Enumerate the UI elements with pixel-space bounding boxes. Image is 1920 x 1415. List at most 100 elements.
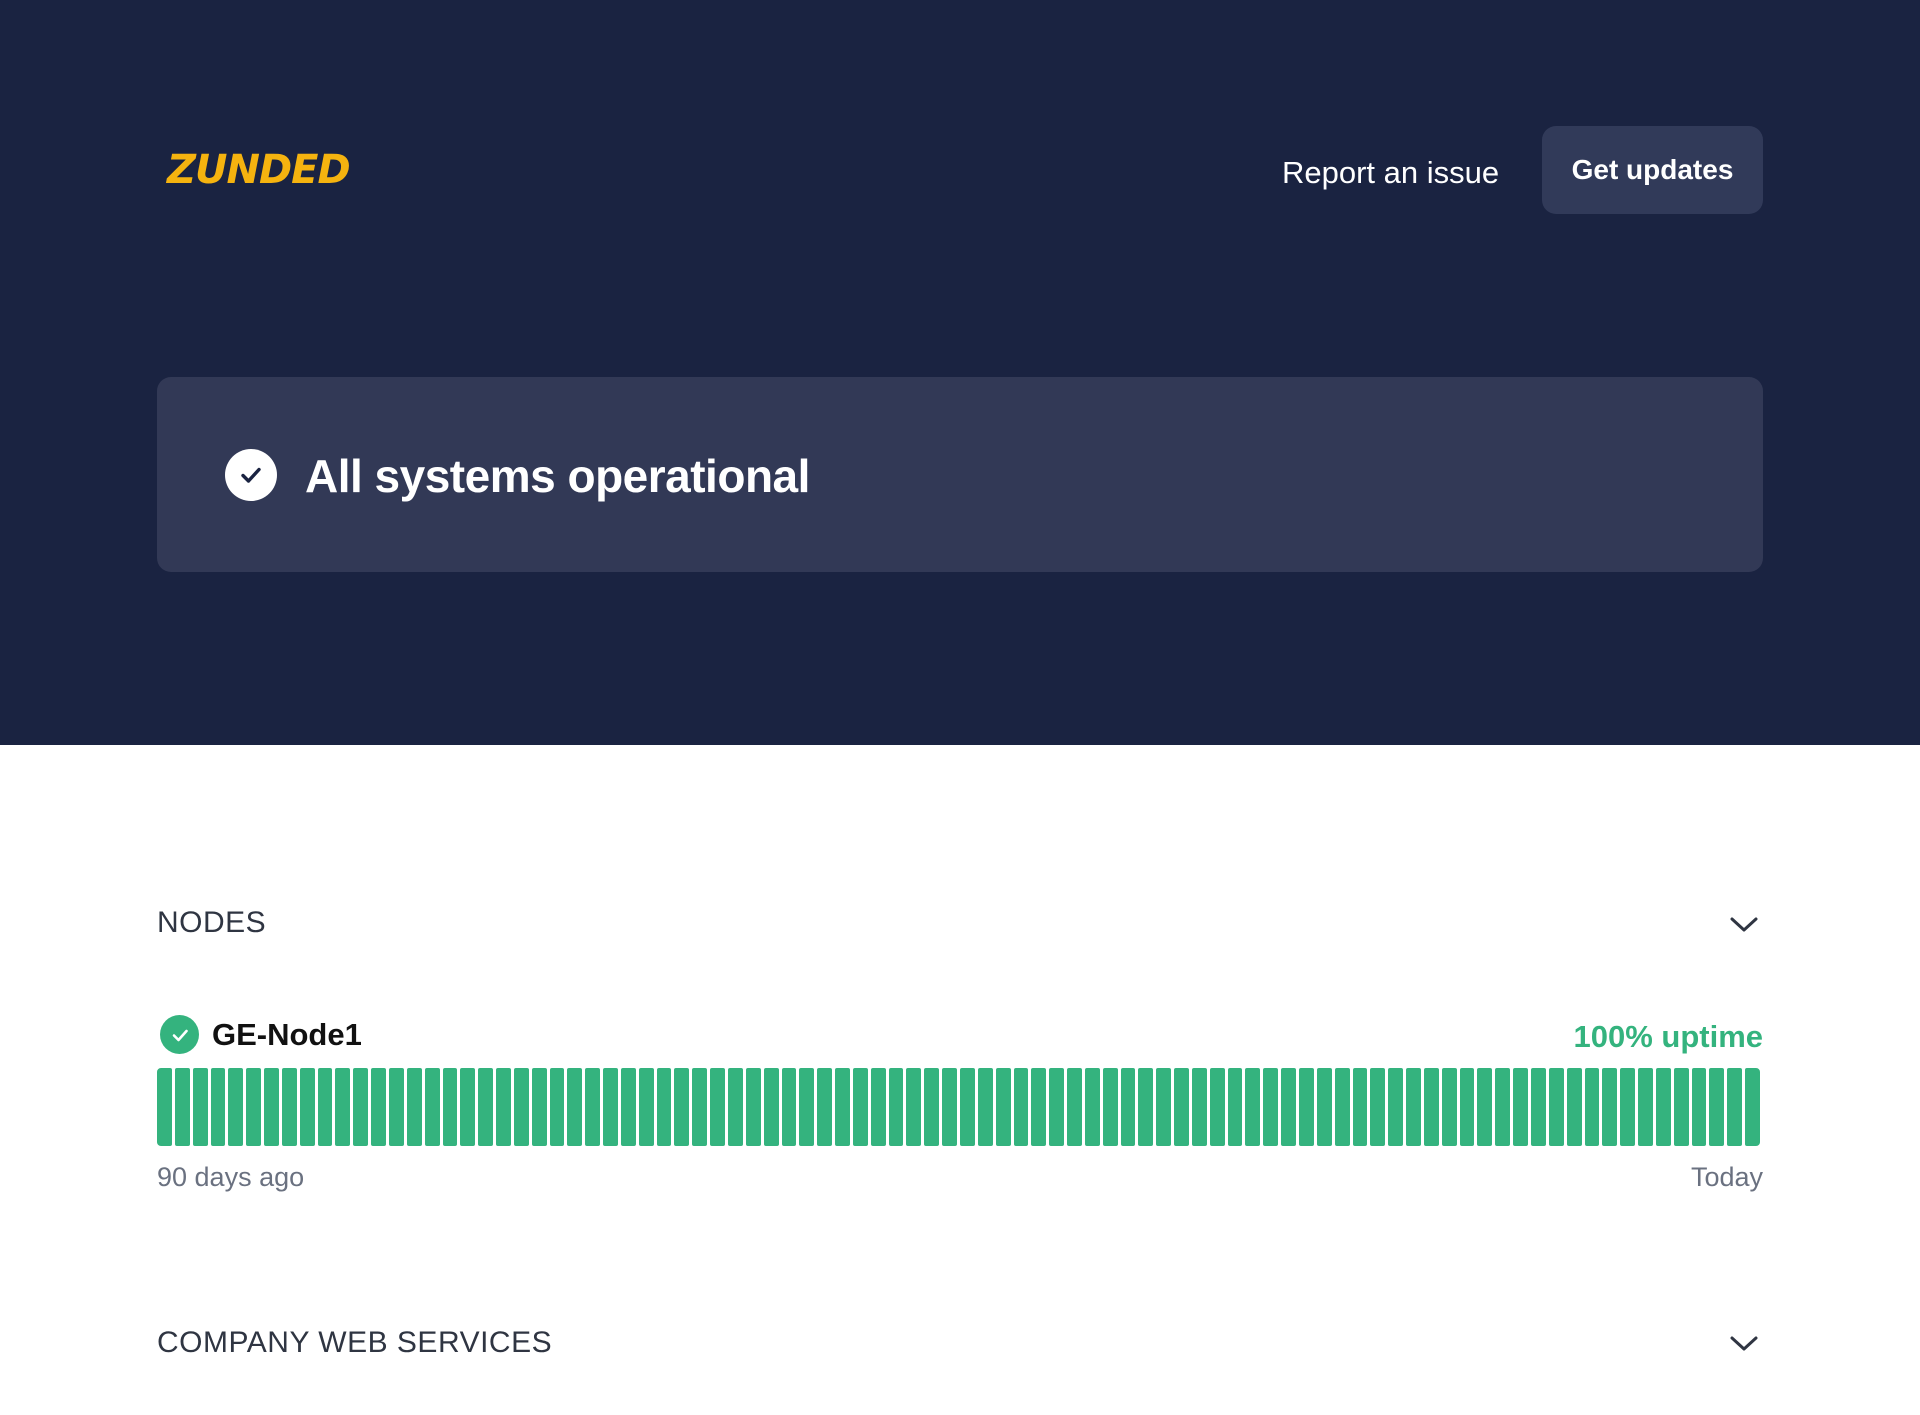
uptime-day-segment[interactable] [603,1068,618,1146]
uptime-day-segment[interactable] [567,1068,583,1146]
uptime-day-segment[interactable] [728,1068,743,1146]
uptime-day-segment[interactable] [710,1068,725,1146]
uptime-day-segment[interactable] [388,1068,404,1146]
check-circle-icon [160,1015,199,1054]
uptime-day-segment[interactable] [478,1068,494,1146]
uptime-day-segment[interactable] [406,1068,422,1146]
uptime-day-segment[interactable] [228,1068,244,1146]
uptime-day-segment[interactable] [924,1068,940,1146]
uptime-day-segment[interactable] [1049,1068,1065,1146]
uptime-day-segment[interactable] [674,1068,690,1146]
uptime-day-segment[interactable] [299,1068,315,1146]
chevron-down-icon[interactable] [1727,1327,1761,1361]
uptime-day-segment[interactable] [1388,1068,1404,1146]
uptime-day-segment[interactable] [1191,1068,1207,1146]
uptime-day-segment[interactable] [1709,1068,1725,1146]
uptime-day-segment[interactable] [1174,1068,1189,1146]
uptime-day-segment[interactable] [1031,1068,1047,1146]
uptime-day-segment[interactable] [959,1068,975,1146]
uptime-day-segment[interactable] [1334,1068,1350,1146]
uptime-day-segment[interactable] [1638,1068,1653,1146]
uptime-day-segment[interactable] [460,1068,476,1146]
uptime-day-segment[interactable] [1459,1068,1475,1146]
uptime-day-segment[interactable] [513,1068,529,1146]
uptime-day-segment[interactable] [745,1068,761,1146]
uptime-day-segment[interactable] [246,1068,262,1146]
uptime-day-segment[interactable] [1548,1068,1564,1146]
uptime-day-segment[interactable] [531,1068,547,1146]
uptime-day-segment[interactable] [942,1068,957,1146]
uptime-day-segment[interactable] [977,1068,993,1146]
uptime-day-segment[interactable] [638,1068,654,1146]
report-issue-link[interactable]: Report an issue [1282,155,1500,190]
component-name[interactable]: GE-Node1 [212,1017,362,1052]
uptime-day-segment[interactable] [157,1068,172,1146]
uptime-day-segment[interactable] [424,1068,440,1146]
uptime-day-segment[interactable] [763,1068,779,1146]
uptime-day-segment[interactable] [817,1068,833,1146]
uptime-day-segment[interactable] [210,1068,226,1146]
uptime-day-segment[interactable] [1263,1068,1279,1146]
uptime-day-segment[interactable] [1513,1068,1528,1146]
uptime-day-segment[interactable] [781,1068,797,1146]
uptime-day-segment[interactable] [371,1068,386,1146]
uptime-day-segment[interactable] [1156,1068,1172,1146]
brand-logo[interactable]: ZUNDED [167,146,351,194]
uptime-day-segment[interactable] [281,1068,297,1146]
range-end-label: Today [1690,1162,1763,1192]
uptime-day-segment[interactable] [1495,1068,1511,1146]
uptime-day-segment[interactable] [1102,1068,1118,1146]
uptime-day-segment[interactable] [1013,1068,1029,1146]
uptime-day-segment[interactable] [1584,1068,1600,1146]
uptime-day-segment[interactable] [1477,1068,1493,1146]
uptime-day-segment[interactable] [906,1068,922,1146]
uptime-day-segment[interactable] [353,1068,369,1146]
uptime-day-segment[interactable] [1673,1068,1689,1146]
chevron-down-icon[interactable] [1727,908,1761,942]
uptime-day-segment[interactable] [1406,1068,1421,1146]
uptime-day-segment[interactable] [317,1068,333,1146]
uptime-day-segment[interactable] [1120,1068,1136,1146]
uptime-day-segment[interactable] [1352,1068,1368,1146]
uptime-day-segment[interactable] [174,1068,190,1146]
uptime-day-segment[interactable] [442,1068,458,1146]
uptime-day-segment[interactable] [1745,1068,1760,1146]
uptime-day-segment[interactable] [1316,1068,1332,1146]
uptime-day-segment[interactable] [1423,1068,1439,1146]
uptime-day-segment[interactable] [852,1068,868,1146]
uptime-day-segment[interactable] [799,1068,815,1146]
uptime-day-segment[interactable] [1602,1068,1618,1146]
uptime-day-segment[interactable] [656,1068,672,1146]
uptime-day-segment[interactable] [335,1068,351,1146]
uptime-day-segment[interactable] [835,1068,850,1146]
uptime-day-segment[interactable] [1691,1068,1707,1146]
uptime-day-segment[interactable] [549,1068,565,1146]
uptime-day-segment[interactable] [496,1068,511,1146]
uptime-day-segment[interactable] [1727,1068,1743,1146]
uptime-day-segment[interactable] [692,1068,708,1146]
uptime-day-segment[interactable] [1370,1068,1386,1146]
uptime-day-segment[interactable] [1530,1068,1546,1146]
uptime-day-segment[interactable] [995,1068,1011,1146]
section-title-company-web-services: COMPANY WEB SERVICES [157,1326,553,1359]
uptime-day-segment[interactable] [1299,1068,1314,1146]
uptime-day-segment[interactable] [1227,1068,1243,1146]
uptime-day-segment[interactable] [1281,1068,1296,1146]
uptime-day-segment[interactable] [620,1068,636,1146]
uptime-day-segment[interactable] [1067,1068,1082,1146]
uptime-day-segment[interactable] [888,1068,904,1146]
uptime-day-segment[interactable] [1655,1068,1671,1146]
uptime-day-segment[interactable] [585,1068,601,1146]
uptime-day-segment[interactable] [870,1068,886,1146]
uptime-day-segment[interactable] [1138,1068,1154,1146]
uptime-percentage: 100% uptime [1573,1019,1763,1054]
uptime-day-segment[interactable] [1620,1068,1636,1146]
uptime-day-segment[interactable] [1209,1068,1225,1146]
uptime-day-segment[interactable] [1441,1068,1457,1146]
uptime-day-segment[interactable] [1245,1068,1261,1146]
get-updates-button[interactable]: Get updates [1542,126,1763,214]
uptime-day-segment[interactable] [192,1068,208,1146]
uptime-day-segment[interactable] [1084,1068,1100,1146]
uptime-day-segment[interactable] [1566,1068,1582,1146]
uptime-day-segment[interactable] [264,1068,279,1146]
